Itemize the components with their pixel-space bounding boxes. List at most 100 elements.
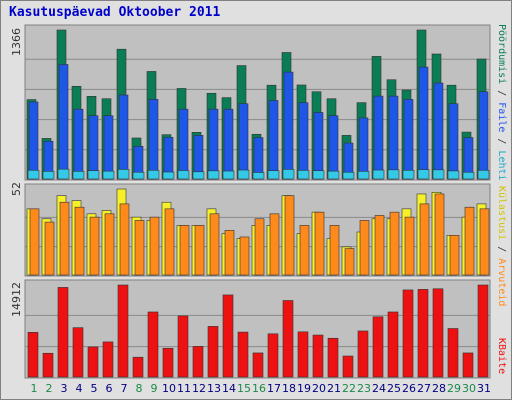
- mid-panel: [24, 183, 491, 277]
- bar-lehti-day-25: [387, 169, 400, 180]
- bar-lehti-day-29: [447, 170, 460, 180]
- bar-faile-day-21: [328, 115, 339, 180]
- bar-lehti-day-7: [117, 169, 130, 180]
- bar-kbaite-day-17: [267, 333, 279, 378]
- bar-arvuteid-day-14: [224, 230, 235, 276]
- bar-arvuteid-day-24: [374, 215, 385, 276]
- bar-faile-day-19: [298, 102, 309, 180]
- bar-kbaite-day-19: [297, 331, 309, 378]
- bar-kbaite-day-27: [417, 289, 429, 378]
- bar-kbaite-day-6: [102, 341, 114, 378]
- day-label-7: 7: [120, 382, 128, 395]
- day-label-16: 16: [252, 382, 266, 395]
- bar-faile-day-28: [433, 82, 444, 180]
- bar-faile-day-9: [148, 99, 159, 180]
- bar-arvuteid-day-12: [194, 225, 205, 276]
- bar-lehti-day-14: [222, 170, 235, 180]
- day-label-25: 25: [387, 382, 401, 395]
- bar-arvuteid-day-3: [59, 201, 70, 276]
- bar-kbaite-day-2: [42, 352, 54, 378]
- bar-kbaite-day-25: [387, 311, 399, 378]
- day-label-3: 3: [60, 382, 68, 395]
- bar-arvuteid-day-10: [164, 208, 175, 276]
- bar-faile-day-18: [283, 71, 294, 180]
- bar-faile-day-1: [28, 101, 39, 180]
- bar-kbaite-day-13: [207, 326, 219, 378]
- bar-kbaite-day-3: [57, 287, 69, 378]
- bar-kbaite-day-31: [477, 284, 489, 378]
- bar-arvuteid-day-16: [254, 218, 265, 276]
- bar-lehti-day-9: [147, 169, 160, 180]
- bar-faile-day-27: [418, 66, 429, 180]
- bar-lehti-day-13: [207, 170, 220, 180]
- bar-kbaite-day-24: [372, 316, 384, 378]
- bar-lehti-day-31: [477, 169, 490, 180]
- day-label-6: 6: [105, 382, 113, 395]
- bar-lehti-day-23: [357, 171, 370, 180]
- bar-arvuteid-day-2: [44, 221, 55, 276]
- bar-arvuteid-day-5: [89, 216, 100, 276]
- day-label-14: 14: [222, 382, 236, 395]
- bar-faile-day-15: [238, 103, 249, 180]
- day-label-17: 17: [267, 382, 281, 395]
- bar-kbaite-day-28: [432, 288, 444, 378]
- day-label-4: 4: [75, 382, 83, 395]
- bar-lehti-day-8: [132, 171, 145, 180]
- bar-lehti-day-1: [27, 169, 40, 180]
- bar-lehti-day-21: [327, 170, 340, 180]
- bar-arvuteid-day-7: [119, 203, 130, 276]
- bar-kbaite-day-29: [447, 328, 459, 378]
- bar-arvuteid-day-28: [434, 193, 445, 276]
- day-label-8: 8: [135, 382, 143, 395]
- bar-faile-day-11: [178, 108, 189, 180]
- day-label-5: 5: [90, 382, 98, 395]
- bar-faile-day-5: [88, 115, 99, 180]
- day-label-20: 20: [312, 382, 326, 395]
- bar-arvuteid-day-11: [179, 225, 190, 276]
- bar-faile-day-13: [208, 108, 219, 180]
- day-label-13: 13: [207, 382, 221, 395]
- bar-kbaite-day-30: [462, 352, 474, 378]
- bar-arvuteid-day-26: [404, 216, 415, 276]
- day-label-23: 23: [357, 382, 371, 395]
- bar-faile-day-14: [223, 108, 234, 180]
- bar-arvuteid-day-8: [134, 220, 145, 276]
- bar-lehti-day-28: [432, 169, 445, 180]
- day-label-28: 28: [432, 382, 446, 395]
- bar-arvuteid-day-19: [299, 225, 310, 276]
- bar-faile-day-17: [268, 100, 279, 180]
- bar-lehti-day-24: [372, 169, 385, 180]
- bottom-panel: [24, 279, 491, 379]
- day-label-26: 26: [402, 382, 416, 395]
- bar-kbaite-day-8: [132, 356, 144, 378]
- bar-lehti-day-19: [297, 170, 310, 180]
- bar-faile-day-29: [448, 103, 459, 180]
- bar-lehti-day-2: [42, 171, 55, 180]
- bar-lehti-day-10: [162, 171, 175, 180]
- bar-faile-day-23: [358, 117, 369, 180]
- bar-lehti-day-5: [87, 170, 100, 180]
- bar-kbaite-day-14: [222, 294, 234, 378]
- bar-kbaite-day-7: [117, 284, 129, 378]
- day-label-30: 30: [462, 382, 476, 395]
- bar-arvuteid-day-22: [344, 248, 355, 276]
- bar-faile-day-31: [478, 91, 489, 180]
- bar-kbaite-day-5: [87, 346, 99, 378]
- bar-kbaite-day-26: [402, 289, 414, 378]
- bar-kbaite-day-15: [237, 331, 249, 378]
- day-label-18: 18: [282, 382, 296, 395]
- bar-faile-day-20: [313, 112, 324, 180]
- bar-lehti-day-4: [72, 171, 85, 180]
- bar-arvuteid-day-9: [149, 216, 160, 276]
- bar-kbaite-day-12: [192, 346, 204, 378]
- bar-kbaite-day-11: [177, 315, 189, 378]
- bar-arvuteid-day-17: [269, 213, 280, 276]
- bar-lehti-day-6: [102, 170, 115, 180]
- bar-arvuteid-day-4: [74, 206, 85, 276]
- bar-kbaite-day-10: [162, 347, 174, 378]
- bar-arvuteid-day-27: [419, 203, 430, 276]
- bar-arvuteid-day-25: [389, 211, 400, 276]
- bar-lehti-day-11: [177, 170, 190, 180]
- bar-kbaite-day-9: [147, 311, 159, 378]
- day-label-22: 22: [342, 382, 356, 395]
